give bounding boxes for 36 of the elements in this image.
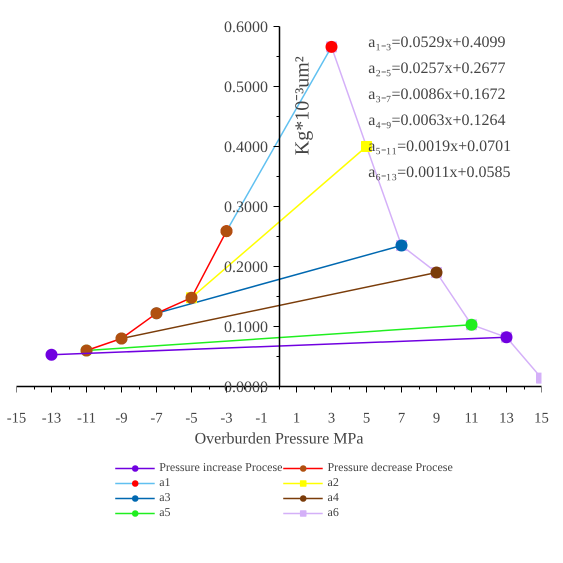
legend-label: Pressure increase Procese [159,460,282,475]
y-tick-label: 0.5000 [224,79,268,96]
x-tick-label: 15 [534,410,549,426]
y-tick-label: 0.1000 [224,319,268,336]
x-tick-label: 13 [499,410,514,426]
x-tick-label: -5 [185,410,198,426]
annotation: a₃₋₇=0.0086x+0.1672 [368,86,506,104]
legend-label: a3 [159,490,172,505]
x-tick-label: -7 [150,410,163,426]
x-tick-label: -11 [77,410,96,426]
legend-label: a2 [328,475,340,490]
x-tick-label: -13 [42,410,62,426]
annotation: a₁₋₃=0.0529x+0.4099 [368,34,506,52]
x-tick-label: 3 [328,410,336,426]
x-tick-label: -1 [255,410,268,426]
x-tick-label: 5 [362,410,370,426]
y-tick-label: 0.4000 [224,139,268,156]
annotation: a₂₋₅=0.0257x+0.2677 [368,60,506,78]
x-tick-label: 9 [432,410,440,426]
x-tick-label: -15 [6,410,26,426]
x-axis-title: Overburden Pressure MPa [194,430,364,448]
legend-label: a1 [159,475,172,490]
legend-label: Pressure decrease Procese [328,460,453,475]
annotation: a₆₋₁₃=0.0011x+0.0585 [368,164,511,181]
legend-label: a4 [328,490,340,505]
legend-label: a5 [159,505,172,520]
x-tick-label: 1 [292,410,300,426]
y-tick-label: 0.2000 [224,259,268,276]
legend-label: a6 [328,505,340,520]
x-tick-label: 11 [464,410,479,426]
x-tick-label: -3 [220,410,233,426]
x-tick-label: 7 [398,410,406,426]
x-tick-label: -9 [115,410,128,426]
y-tick-label: 0.6000 [224,19,268,36]
y-axis-title: Kg*10⁻³um² [292,56,314,156]
annotation: a₄₋₉=0.0063x+0.1264 [368,112,506,129]
